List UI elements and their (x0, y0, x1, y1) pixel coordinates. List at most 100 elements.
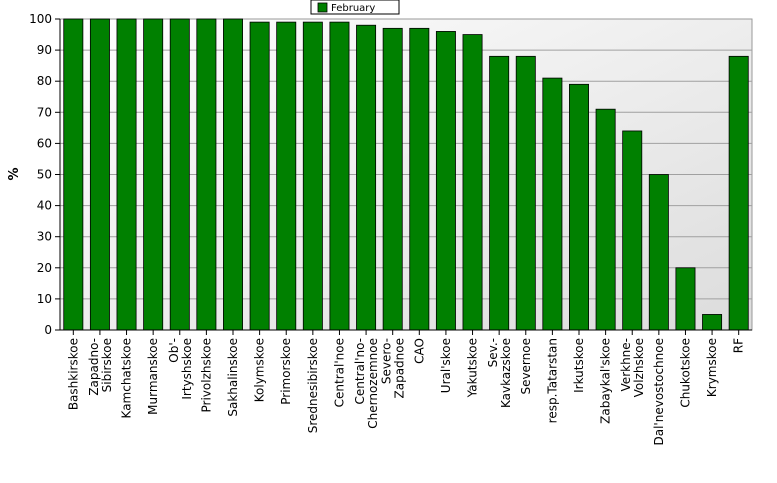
svg-text:Kamchatskoe: Kamchatskoe (120, 338, 134, 418)
svg-text:Zabaykal'skoe: Zabaykal'skoe (599, 338, 613, 424)
x-tick-label: Primorskoe (279, 338, 293, 405)
y-tick-label: 50 (37, 168, 52, 182)
bar (595, 108, 616, 331)
x-tick-label: Zabaykal'skoe (599, 338, 613, 424)
bar (116, 18, 137, 331)
svg-text:Central'no-Chernozemnoe: Central'no-Chernozemnoe (353, 338, 380, 429)
y-tick-label: 20 (37, 261, 52, 275)
x-tick-label: Murmanskoe (146, 338, 160, 415)
svg-text:resp.Tatarstan: resp.Tatarstan (545, 338, 559, 423)
axes (55, 18, 752, 335)
svg-text:Ob'-Irtyshskoe: Ob'-Irtyshskoe (167, 338, 194, 400)
x-tick-label: Kolymskoe (253, 338, 267, 402)
y-tick-label: 60 (37, 136, 52, 150)
bar (542, 77, 563, 331)
x-tick-label: resp.Tatarstan (545, 338, 559, 423)
x-tick-label: Dal'nevostochnoe (652, 338, 666, 446)
svg-text:CAO: CAO (412, 338, 426, 364)
svg-text:Kolymskoe: Kolymskoe (253, 338, 267, 402)
svg-text:Murmanskoe: Murmanskoe (146, 338, 160, 415)
bar (462, 34, 483, 331)
bar (143, 18, 164, 331)
y-axis-label: % (7, 167, 22, 180)
x-tick-label: Bashkirskoe (66, 338, 80, 410)
x-tick-label: Kamchatskoe (120, 338, 134, 418)
svg-text:Privolzhskoe: Privolzhskoe (199, 338, 213, 412)
bar (169, 18, 190, 331)
svg-text:Yakutskoe: Yakutskoe (466, 338, 480, 398)
svg-text:Srednesibirskoe: Srednesibirskoe (306, 338, 320, 433)
bar (89, 18, 110, 331)
bars (63, 18, 749, 331)
y-tick-label: 40 (37, 199, 52, 213)
svg-text:Severo-Zapadnoe: Severo-Zapadnoe (380, 338, 407, 399)
y-tick-label: 0 (44, 323, 52, 337)
x-tick-label: Sev.-Kavkazskoe (486, 338, 513, 408)
y-tick-label: 70 (37, 105, 52, 119)
bar (675, 267, 696, 331)
x-tick-label: Yakutskoe (466, 338, 480, 398)
x-tick-label: Central'no-Chernozemnoe (353, 338, 380, 429)
bar (409, 27, 430, 331)
x-tick-label: Chukotskoe (678, 338, 692, 408)
bar (728, 55, 749, 331)
y-tick-label: 80 (37, 74, 52, 88)
svg-text:Ural'skoe: Ural'skoe (439, 338, 453, 393)
svg-text:Severnoe: Severnoe (519, 338, 533, 395)
bar (622, 130, 643, 331)
legend-swatch (317, 2, 328, 13)
y-tick-labels: 0 10 20 30 40 50 60 70 80 90 100 (29, 12, 52, 337)
x-tick-label: Zapadno-Sibirskoe (87, 338, 114, 396)
bar (63, 18, 84, 331)
bar (329, 21, 350, 331)
svg-text:Verkhne-Volzhskoe: Verkhne-Volzhskoe (619, 338, 646, 397)
bar (569, 83, 589, 331)
bar (489, 55, 510, 331)
y-tick-label: 10 (37, 292, 52, 306)
svg-text:Primorskoe: Primorskoe (279, 338, 293, 405)
x-tick-label: Krymskoe (705, 338, 719, 397)
x-tick-label: Privolzhskoe (199, 338, 213, 412)
legend: February (310, 0, 400, 15)
bar (648, 174, 669, 331)
svg-text:Zapadno-Sibirskoe: Zapadno-Sibirskoe (87, 338, 114, 396)
svg-text:Dal'nevostochnoe: Dal'nevostochnoe (652, 338, 666, 446)
svg-text:Chukotskoe: Chukotskoe (678, 338, 692, 408)
bar (356, 24, 377, 331)
svg-text:Sakhalinskoe: Sakhalinskoe (226, 338, 240, 417)
x-tick-label: Severnoe (519, 338, 533, 395)
y-tick-label: 100 (29, 12, 52, 26)
x-tick-label: Verkhne-Volzhskoe (619, 338, 646, 397)
bar (223, 18, 243, 331)
x-tick-label: Severo-Zapadnoe (380, 338, 407, 399)
legend-box (310, 0, 400, 15)
svg-text:Central'noe: Central'noe (332, 338, 346, 407)
x-tick-label: Ob'-Irtyshskoe (167, 338, 194, 400)
svg-text:Krymskoe: Krymskoe (705, 338, 719, 397)
y-tick-label: 90 (37, 43, 52, 57)
x-tick-label: RF (732, 338, 746, 353)
x-tick-label: Sakhalinskoe (226, 338, 240, 417)
bar (702, 314, 723, 331)
bar (276, 21, 297, 331)
bar (302, 21, 323, 331)
y-tick-label: 30 (37, 230, 52, 244)
svg-text:Bashkirskoe: Bashkirskoe (66, 338, 80, 410)
svg-text:Irkutskoe: Irkutskoe (572, 338, 586, 393)
bar (382, 27, 403, 331)
bar (435, 31, 456, 331)
bar (249, 21, 270, 331)
x-tick-label: Irkutskoe (572, 338, 586, 393)
legend-label: February (331, 3, 375, 14)
x-tick-label: CAO (412, 338, 426, 364)
bar (196, 18, 217, 331)
x-tick-labels: Bashkirskoe Zapadno-Sibirskoe Kamchatskoe M… (66, 338, 745, 446)
svg-text:Sev.-Kavkazskoe: Sev.-Kavkazskoe (486, 338, 513, 408)
x-tick-label: Central'noe (332, 338, 346, 407)
svg-text:RF: RF (732, 338, 746, 353)
x-tick-label: Srednesibirskoe (306, 338, 320, 433)
x-tick-label: Ural'skoe (439, 338, 453, 393)
bar (515, 55, 536, 331)
